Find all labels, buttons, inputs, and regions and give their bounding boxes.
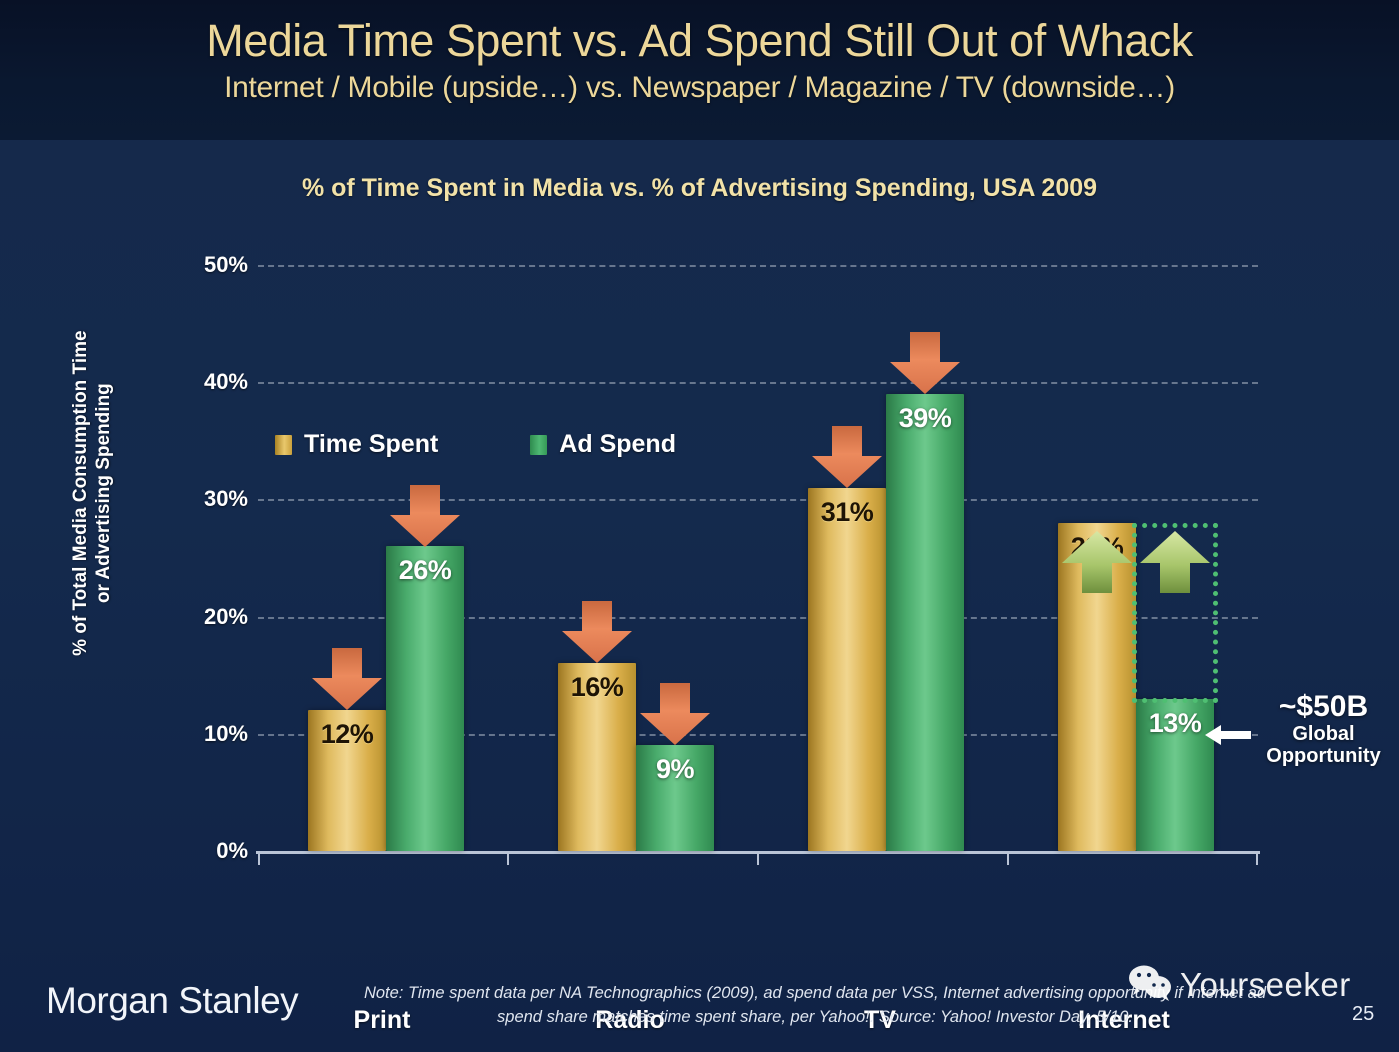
- category-label-tv: TV: [864, 1006, 896, 1034]
- footer-note: Note: Time spent data per NA Technograph…: [310, 982, 1320, 1030]
- callout-left-arrow-icon: [1205, 722, 1251, 748]
- callout-value: ~$50B: [1278, 690, 1369, 723]
- gridline-30: [258, 499, 1258, 501]
- down-arrow-radio-ad: [640, 683, 710, 745]
- chart-title: % of Time Spent in Media vs. % of Advert…: [301, 174, 1098, 202]
- watermark-text: Yourseeker: [1180, 966, 1351, 1003]
- bar-label-print-time: 12%: [320, 719, 374, 749]
- plot-area: 50% 40% 30% 20% 10% 0% 12% 26%: [204, 252, 1260, 865]
- y-tick-10: 10%: [203, 721, 248, 746]
- slide-title: Media Time Spent vs. Ad Spend Still Out …: [206, 15, 1193, 66]
- legend-label-ad-spend: Ad Spend: [559, 430, 676, 458]
- page-number: 25: [1352, 1003, 1375, 1025]
- y-tick-50: 50%: [203, 252, 248, 277]
- bar-label-tv-time: 31%: [820, 497, 874, 527]
- category-label-radio: Radio: [595, 1006, 665, 1034]
- bar-radio-ad-spend[interactable]: 9%: [636, 745, 714, 851]
- bar-label-tv-ad: 39%: [898, 403, 952, 433]
- y-tick-30: 30%: [203, 486, 248, 511]
- gridline-10: [258, 734, 1258, 736]
- bar-label-radio-ad: 9%: [655, 754, 695, 784]
- bar-label-radio-time: 16%: [570, 672, 624, 702]
- category-label-print: Print: [353, 1006, 411, 1034]
- chart-legend: Time Spent Ad Spend: [275, 430, 768, 459]
- y-tick-20: 20%: [203, 604, 248, 629]
- slide-body: % of Time Spent in Media vs. % of Advert…: [0, 140, 1399, 1052]
- bar-print-ad-spend[interactable]: 26%: [386, 546, 464, 851]
- footer-note-line2: spend share matches time spent share, pe…: [497, 1007, 1133, 1026]
- down-arrow-tv-ad: [890, 332, 960, 394]
- legend-item-ad-spend[interactable]: Ad Spend: [530, 430, 676, 459]
- x-axis-tick-1: [507, 851, 509, 865]
- slide-header: Media Time Spent vs. Ad Spend Still Out …: [0, 0, 1399, 140]
- callout-line1: Global: [1292, 722, 1355, 745]
- legend-label-time-spent: Time Spent: [304, 430, 439, 458]
- gridline-40: [258, 382, 1258, 384]
- down-arrow-print-ad: [390, 485, 460, 547]
- bar-label-internet-ad: 13%: [1148, 708, 1202, 738]
- footer-note-line1: Note: Time spent data per NA Technograph…: [363, 984, 1267, 1002]
- gridline-50: [258, 265, 1258, 267]
- opportunity-callout: ~$50B Global Opportunity: [1248, 691, 1399, 767]
- bar-print-time-spent[interactable]: 12%: [308, 710, 386, 851]
- x-axis-tick-2: [757, 851, 759, 865]
- y-axis-title-line1: % of Total Media Consumption Time: [69, 330, 91, 656]
- watermark: Yourseeker: [1128, 962, 1351, 1008]
- callout-line2: Opportunity: [1266, 744, 1381, 767]
- legend-swatch-time-spent-icon: [275, 434, 292, 455]
- down-arrow-tv-time: [812, 426, 882, 488]
- legend-item-time-spent[interactable]: Time Spent: [275, 430, 438, 459]
- y-tick-0: 0%: [216, 838, 248, 863]
- down-arrow-radio-time: [562, 601, 632, 663]
- up-arrow-internet-ad: [1140, 531, 1210, 593]
- bar-label-print-ad: 26%: [398, 555, 452, 585]
- bar-tv-time-spent[interactable]: 31%: [808, 488, 886, 851]
- legend-swatch-ad-spend-icon: [530, 434, 548, 455]
- y-axis-title: % of Total Media Consumption Time or Adv…: [69, 263, 115, 723]
- down-arrow-print-time: [312, 648, 382, 710]
- wechat-icon: [1128, 964, 1174, 1007]
- y-axis-title-line2: or Advertising Spending: [93, 383, 114, 604]
- gridline-20: [258, 617, 1258, 619]
- x-axis-tick-3: [1007, 851, 1009, 865]
- bar-radio-time-spent[interactable]: 16%: [558, 663, 636, 851]
- category-label-internet: Internet: [1078, 1006, 1170, 1034]
- x-axis-tick-start: [258, 851, 260, 865]
- x-axis-tick-end: [1256, 851, 1258, 865]
- bar-internet-ad-spend[interactable]: 13%: [1136, 699, 1214, 851]
- up-arrow-internet-time: [1062, 531, 1132, 593]
- y-tick-40: 40%: [203, 369, 248, 394]
- slide-subtitle: Internet / Mobile (upside…) vs. Newspape…: [224, 71, 1175, 104]
- bar-tv-ad-spend[interactable]: 39%: [886, 394, 964, 851]
- opportunity-gap-box: [1132, 523, 1218, 703]
- morgan-stanley-logo: Morgan Stanley: [46, 980, 299, 1021]
